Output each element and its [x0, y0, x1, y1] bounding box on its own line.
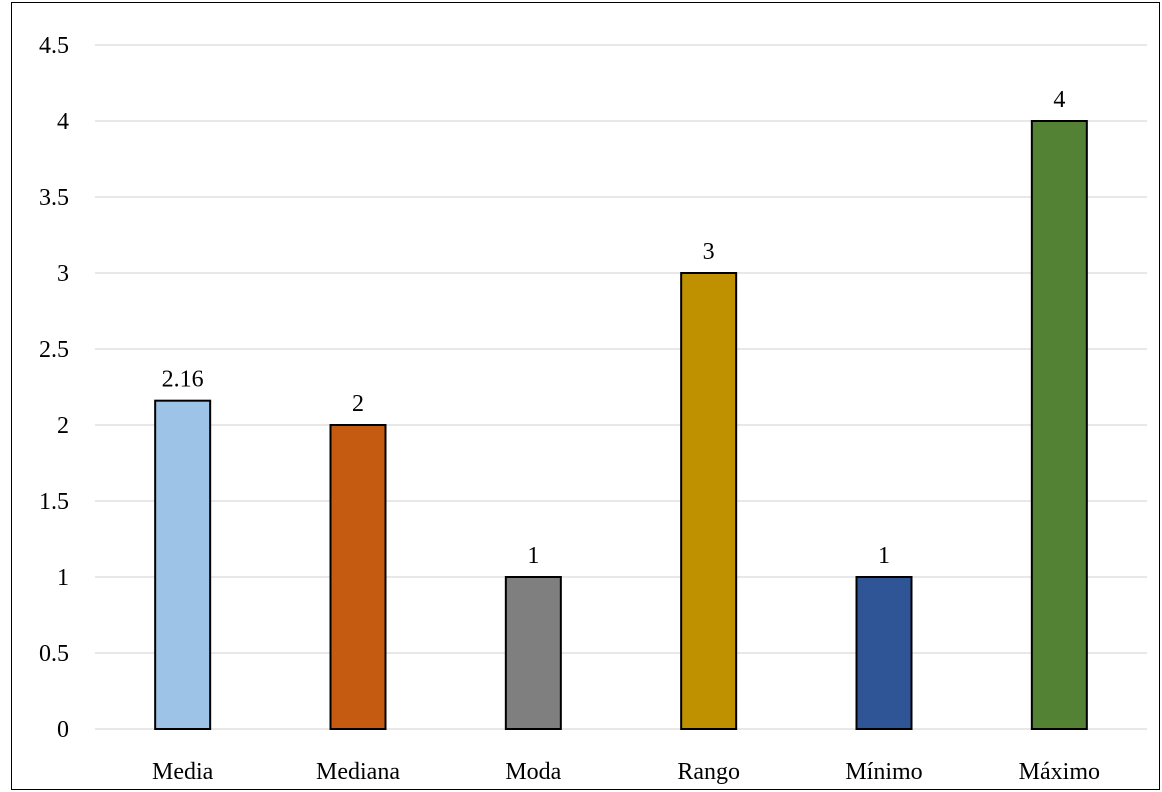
- y-tick-label: 1: [57, 565, 69, 591]
- y-tick-label: 1.5: [39, 489, 69, 515]
- bar-mínimo: [855, 576, 913, 730]
- y-tick-label: 2: [57, 413, 69, 439]
- data-label: 1: [878, 543, 890, 569]
- category-label: Moda: [505, 759, 561, 785]
- bar-máximo: [1030, 120, 1088, 730]
- bar-rango: [680, 272, 738, 730]
- y-axis-ticks: 0 0.5 1 1.5 2 2.5 3 3.5 4 4.5: [39, 33, 69, 743]
- x-axis-categories: Media Mediana Moda Rango Mínimo Máximo: [152, 759, 1100, 785]
- y-tick-label: 0.5: [39, 641, 69, 667]
- y-tick-label: 3.5: [39, 185, 69, 211]
- bar-mediana: [329, 424, 387, 730]
- gridlines: [95, 44, 1147, 730]
- y-tick-label: 0: [57, 717, 69, 743]
- category-label: Máximo: [1019, 759, 1100, 785]
- data-label: 4: [1053, 87, 1065, 113]
- category-label: Mínimo: [845, 759, 922, 785]
- y-tick-label: 4: [57, 109, 69, 135]
- data-label: 2: [352, 391, 364, 417]
- y-tick-label: 3: [57, 261, 69, 287]
- y-tick-label: 4.5: [39, 33, 69, 59]
- category-label: Rango: [677, 759, 740, 785]
- data-label: 3: [703, 239, 715, 265]
- bars: [154, 120, 1088, 730]
- category-label: Mediana: [316, 759, 400, 785]
- bar-moda: [504, 576, 562, 730]
- category-label: Media: [152, 759, 214, 785]
- y-tick-label: 2.5: [39, 337, 69, 363]
- chart-frame: 0 0.5 1 1.5 2 2.5 3 3.5 4 4.5 2.16 2 1 3 1 4 Media Medi…: [11, 2, 1160, 790]
- bar-media: [154, 399, 212, 730]
- data-label: 2.16: [162, 367, 204, 393]
- data-label: 1: [527, 543, 539, 569]
- data-labels: 2.16 2 1 3 1 4: [162, 87, 1066, 569]
